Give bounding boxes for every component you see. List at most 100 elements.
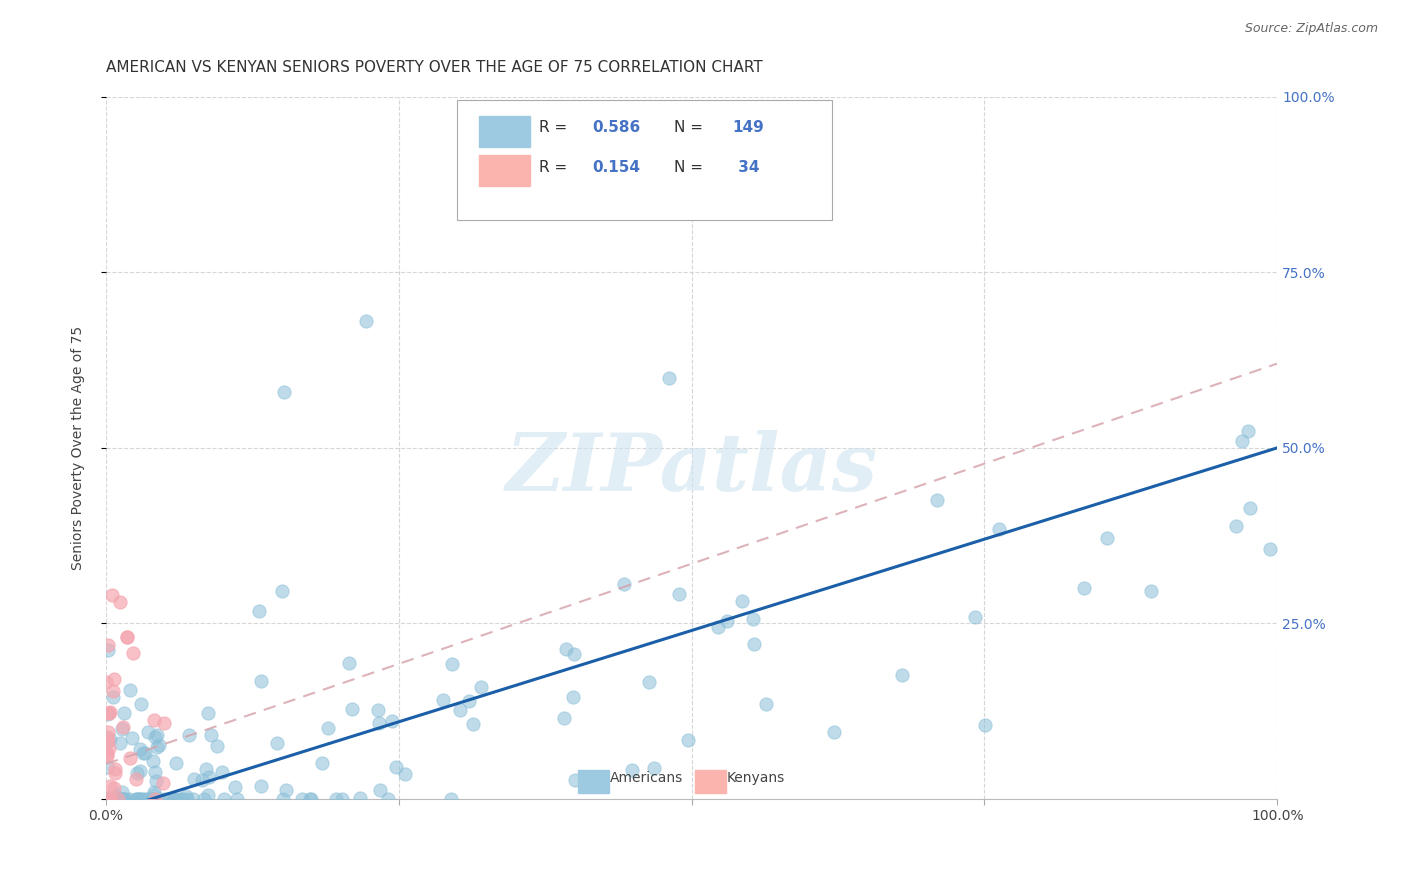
Point xyxy=(146,740,169,755)
Point xyxy=(449,703,471,717)
Point xyxy=(143,792,166,806)
Point xyxy=(108,792,131,806)
Point xyxy=(111,792,134,806)
Point xyxy=(564,773,586,788)
Point xyxy=(100,792,122,806)
Point xyxy=(118,792,141,806)
Point xyxy=(97,642,120,657)
Point xyxy=(96,792,118,806)
Point xyxy=(191,772,214,787)
Text: Americans: Americans xyxy=(610,771,683,785)
Point xyxy=(98,705,121,719)
Point xyxy=(1097,531,1119,545)
Point xyxy=(142,792,165,806)
Point xyxy=(1230,434,1253,448)
Point xyxy=(96,792,118,806)
Point xyxy=(755,698,778,712)
Point xyxy=(145,774,167,789)
Point xyxy=(127,766,149,780)
Point xyxy=(1140,584,1163,599)
Point xyxy=(394,767,416,781)
Text: N =: N = xyxy=(673,160,709,175)
Point xyxy=(111,785,134,799)
Point xyxy=(1239,500,1261,515)
Point xyxy=(194,762,217,776)
FancyBboxPatch shape xyxy=(457,100,832,219)
Point xyxy=(104,766,127,780)
Point xyxy=(132,746,155,760)
Point xyxy=(143,713,166,727)
Point xyxy=(1073,581,1095,595)
Point xyxy=(668,587,690,601)
Point xyxy=(103,780,125,795)
Point xyxy=(561,690,583,704)
Point xyxy=(100,792,122,806)
Point xyxy=(166,792,188,806)
Point xyxy=(176,792,198,806)
Point xyxy=(368,783,391,797)
Point xyxy=(197,788,219,802)
Point xyxy=(432,693,454,707)
Point xyxy=(643,761,665,775)
Point xyxy=(142,754,165,768)
Point xyxy=(124,772,146,786)
Point xyxy=(271,792,294,806)
Point xyxy=(181,792,204,806)
Point xyxy=(100,792,122,806)
Point xyxy=(337,657,360,671)
Point xyxy=(742,637,765,651)
Point xyxy=(325,792,347,806)
Point xyxy=(707,620,730,634)
Point xyxy=(183,772,205,786)
Point xyxy=(891,667,914,681)
Point xyxy=(198,770,221,784)
Point xyxy=(330,792,353,806)
Point xyxy=(155,792,177,806)
Point xyxy=(98,741,121,756)
Point xyxy=(226,792,249,806)
Text: R =: R = xyxy=(540,120,572,135)
Point xyxy=(134,746,156,760)
Point xyxy=(143,730,166,744)
Point xyxy=(94,792,117,806)
Point xyxy=(153,716,176,731)
Point xyxy=(621,763,644,777)
Point xyxy=(142,789,165,803)
Point xyxy=(112,792,135,806)
Text: 34: 34 xyxy=(733,160,759,175)
Point xyxy=(97,724,120,739)
Point xyxy=(108,792,131,806)
Point xyxy=(461,717,484,731)
FancyBboxPatch shape xyxy=(478,116,530,147)
Point xyxy=(97,760,120,774)
Point xyxy=(224,780,246,795)
Text: 0.154: 0.154 xyxy=(592,160,640,175)
Point xyxy=(179,728,201,742)
Point xyxy=(101,690,124,705)
Point xyxy=(349,791,371,805)
Point xyxy=(136,725,159,739)
Point xyxy=(299,792,322,806)
Point xyxy=(731,594,754,608)
Point xyxy=(1258,542,1281,557)
Text: 149: 149 xyxy=(733,120,765,135)
Point xyxy=(98,780,121,794)
Point xyxy=(174,789,197,804)
Point xyxy=(131,792,153,806)
Point xyxy=(274,782,297,797)
Text: Source: ZipAtlas.com: Source: ZipAtlas.com xyxy=(1244,22,1378,36)
Point xyxy=(96,748,118,763)
Point xyxy=(211,764,233,779)
Text: Kenyans: Kenyans xyxy=(727,771,785,785)
Point xyxy=(823,725,845,739)
Point xyxy=(129,742,152,756)
Point xyxy=(205,739,228,753)
Text: R =: R = xyxy=(540,160,572,175)
Point xyxy=(965,610,987,624)
Point xyxy=(271,583,294,598)
Point xyxy=(716,615,738,629)
Point xyxy=(148,792,170,806)
Point xyxy=(98,792,121,806)
Point xyxy=(973,718,995,732)
Point xyxy=(200,728,222,742)
